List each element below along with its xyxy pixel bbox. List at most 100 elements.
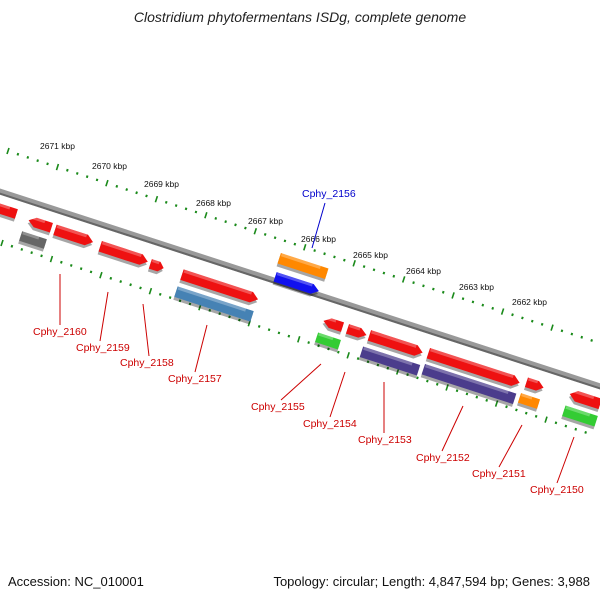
- gene-feature-outer[interactable]: [26, 215, 53, 236]
- outer-track-minor-tick: [46, 162, 49, 166]
- gene-feature-inner[interactable]: [517, 393, 541, 412]
- outer-track-minor-tick: [214, 217, 218, 220]
- gene-label[interactable]: Cphy_2151: [472, 468, 526, 480]
- outer-track-minor-tick: [422, 284, 425, 288]
- inner-track-minor-tick: [416, 376, 419, 380]
- gene-label[interactable]: Cphy_2160: [33, 326, 87, 338]
- inner-track-minor-tick: [455, 389, 459, 393]
- gene-feature-outer[interactable]: [567, 389, 600, 413]
- outer-track-minor-tick: [343, 258, 346, 262]
- gene-feature-inner[interactable]: [314, 332, 341, 353]
- gene-feature-inner[interactable]: [561, 405, 598, 430]
- outer-track-minor-tick: [184, 207, 188, 211]
- outer-track-major-tick: [6, 147, 10, 155]
- outer-track-minor-tick: [580, 335, 584, 339]
- inner-track-minor-tick: [426, 379, 429, 383]
- outer-track-minor-tick: [540, 322, 544, 326]
- gene-feature-2156-orange[interactable]: [276, 253, 329, 282]
- gene-feature-outer[interactable]: [97, 241, 150, 270]
- inner-track-minor-tick: [20, 247, 24, 251]
- inner-track-minor-tick: [515, 408, 518, 412]
- tick-label: 2662 kbp: [512, 297, 547, 307]
- outer-track-minor-tick: [85, 175, 89, 179]
- outer-track-minor-tick: [461, 297, 465, 301]
- inner-track-major-tick: [445, 384, 449, 391]
- inner-track-minor-tick: [327, 347, 330, 351]
- inner-track-minor-tick: [79, 267, 83, 271]
- outer-track-minor-tick: [511, 313, 514, 317]
- outer-track-minor-tick: [283, 239, 287, 243]
- outer-track-minor-tick: [234, 223, 237, 227]
- gene-feature-outer[interactable]: [366, 330, 425, 361]
- inner-track-minor-tick: [238, 318, 241, 322]
- inner-track-minor-tick: [406, 373, 409, 377]
- outer-track-minor-tick: [412, 281, 415, 285]
- inner-track-minor-tick: [60, 260, 63, 264]
- gene-label-leader: [311, 202, 326, 249]
- outer-track-minor-tick: [263, 232, 267, 236]
- outer-track-major-tick: [204, 211, 208, 219]
- outer-track-minor-tick: [26, 155, 30, 159]
- inner-track-minor-tick: [228, 315, 231, 319]
- gene-label[interactable]: Cphy_2157: [168, 373, 222, 385]
- gene-label[interactable]: Cphy_2155: [251, 401, 305, 413]
- outer-track-minor-tick: [441, 290, 445, 294]
- tick-label: 2667 kbp: [248, 216, 283, 226]
- gene-feature-outer[interactable]: [179, 269, 259, 307]
- outer-track-minor-tick: [481, 303, 485, 307]
- gene-feature-inner[interactable]: [173, 286, 254, 325]
- outer-track-minor-tick: [362, 265, 366, 269]
- outer-track-minor-tick: [432, 287, 435, 291]
- gene-feature-outer[interactable]: [425, 347, 522, 391]
- gene-feature-outer[interactable]: [52, 224, 94, 251]
- gene-feature-outer[interactable]: [345, 324, 368, 343]
- gene-feature-inner[interactable]: [18, 231, 47, 252]
- gene-label[interactable]: Cphy_2152: [416, 452, 470, 464]
- inner-track-major-tick: [494, 400, 499, 407]
- gene-label-leader: [329, 371, 346, 418]
- outer-track-major-tick: [303, 244, 307, 251]
- inner-track-minor-tick: [475, 395, 479, 399]
- inner-track-minor-tick: [317, 344, 320, 348]
- inner-track-minor-tick: [188, 302, 192, 306]
- outer-track-minor-tick: [36, 159, 39, 163]
- outer-track-minor-tick: [491, 306, 495, 310]
- tick-label: 2671 kbp: [40, 141, 75, 151]
- inner-track-minor-tick: [277, 331, 281, 335]
- outer-track-minor-tick: [372, 268, 376, 272]
- gene-label[interactable]: Cphy_2156: [302, 188, 356, 200]
- gene-label[interactable]: Cphy_2159: [76, 342, 130, 354]
- outer-track-minor-tick: [115, 184, 119, 188]
- outer-track-minor-tick: [95, 178, 99, 182]
- inner-track-minor-tick: [485, 398, 489, 402]
- gene-label-leader: [441, 405, 464, 452]
- gene-features: [0, 201, 600, 430]
- inner-track-major-tick: [49, 255, 54, 263]
- gene-label[interactable]: Cphy_2150: [530, 484, 584, 496]
- gene-feature-inner[interactable]: [420, 363, 517, 407]
- gene-feature-outer[interactable]: [523, 377, 545, 395]
- outer-track-major-tick: [154, 195, 159, 203]
- inner-track-minor-tick: [109, 276, 113, 280]
- gene-label-leader: [99, 291, 109, 342]
- gene-feature-outer[interactable]: [147, 259, 165, 276]
- gene-feature-inner[interactable]: [358, 346, 421, 379]
- outer-track-minor-tick: [392, 274, 396, 278]
- outer-track-major-tick: [401, 276, 406, 283]
- inner-track-major-tick: [544, 416, 548, 423]
- inner-track-minor-tick: [505, 405, 508, 409]
- inner-track-minor-tick: [366, 360, 370, 364]
- gene-feature-outer[interactable]: [321, 316, 345, 335]
- genome-info: Topology: circular; Length: 4,847,594 bp…: [273, 574, 590, 589]
- gene-label[interactable]: Cphy_2154: [303, 418, 357, 430]
- gene-feature-outer[interactable]: [0, 201, 18, 222]
- gene-label-leader: [142, 303, 150, 357]
- gene-label[interactable]: Cphy_2153: [358, 434, 412, 446]
- inner-track-minor-tick: [337, 350, 340, 354]
- inner-track-minor-tick: [386, 366, 390, 370]
- inner-track-minor-tick: [287, 334, 291, 338]
- outer-track-minor-tick: [530, 319, 534, 323]
- gene-label[interactable]: Cphy_2158: [120, 357, 174, 369]
- inner-track-minor-tick: [30, 251, 33, 255]
- gene-feature-2156[interactable]: [272, 272, 321, 299]
